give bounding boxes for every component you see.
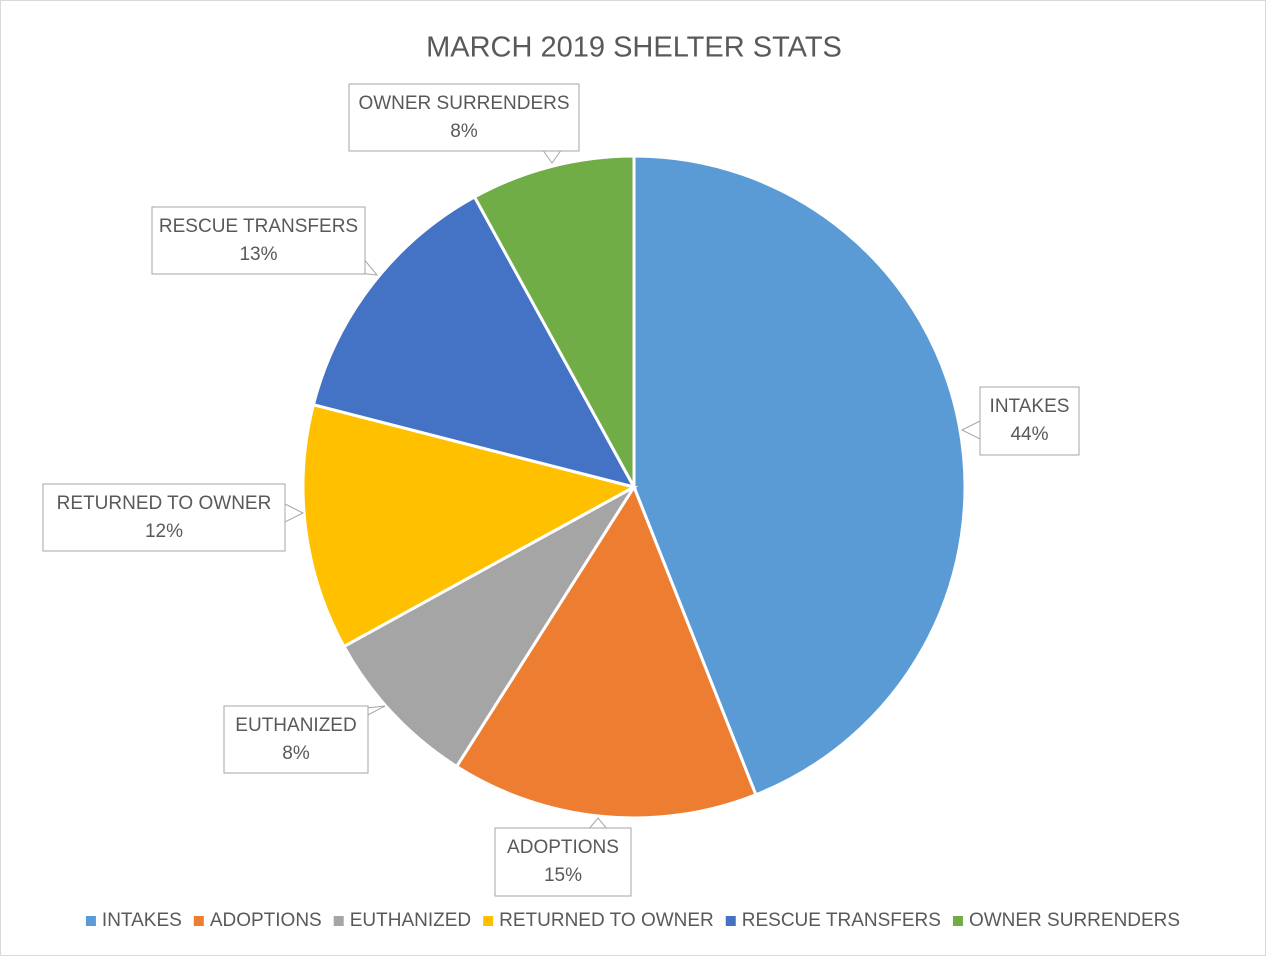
label-box [979,386,1080,456]
data-label-category: RETURNED TO OWNER [57,493,272,514]
legend-swatch [483,916,494,926]
data-label-category: OWNER SURRENDERS [358,93,569,114]
data-label-category: EUTHANIZED [235,715,356,736]
legend-swatch [85,916,96,926]
legend: INTAKES ADOPTIONS EUTHANIZED RETURNED TO OW… [85,910,1180,931]
data-label-value: 12% [145,521,183,542]
legend-label: EUTHANIZED [350,910,471,931]
data-label-value: 15% [544,865,582,886]
legend-swatch [725,916,736,926]
pie-slice [472,154,636,488]
pie-slice [632,154,967,797]
label-box [42,483,286,552]
legend-label: OWNER SURRENDERS [969,910,1180,931]
legend-label: RETURNED TO OWNER [499,910,714,931]
data-label-value: 44% [1010,424,1048,445]
pie-slice [341,485,636,769]
legend-label: RESCUE TRANSFERS [742,910,941,931]
data-label-category: INTAKES [990,396,1070,417]
callout-cover [349,258,363,272]
data-label-value: 8% [282,743,310,764]
legend-swatch [333,916,344,926]
label-box [494,827,632,897]
legend-swatch [193,916,204,926]
label-box [223,705,369,774]
chart-title: MARCH 2019 SHELTER STATS [426,32,842,64]
label-box [348,83,580,152]
legend-label: INTAKES [102,910,182,931]
legend-swatch [952,916,963,926]
data-label-category: ADOPTIONS [507,837,619,858]
pie-slice [454,483,758,820]
data-label-value: 13% [239,244,277,265]
pie-slice [311,194,637,490]
label-box [151,206,366,275]
data-label-category: RESCUE TRANSFERS [159,216,358,237]
legend-label: ADOPTIONS [210,910,322,931]
pie-slice [301,402,639,649]
data-label-value: 8% [450,121,478,142]
